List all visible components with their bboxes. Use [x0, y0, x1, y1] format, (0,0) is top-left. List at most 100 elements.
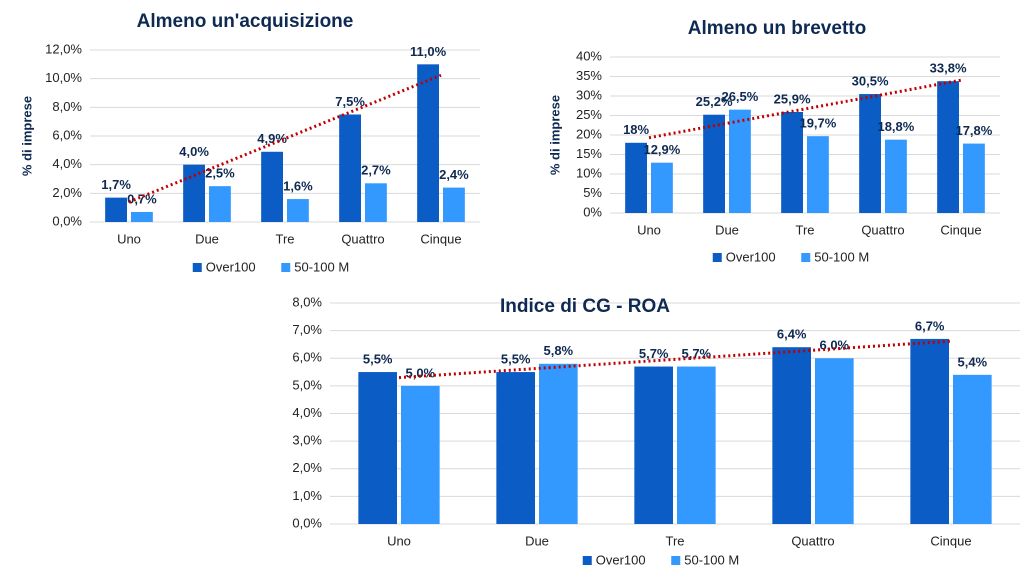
value-label: 5,7% — [639, 346, 669, 361]
x-tick-label: Tre — [275, 231, 294, 246]
y-axis-label: % di imprese — [19, 96, 34, 176]
bar — [287, 199, 309, 222]
bar — [703, 114, 725, 213]
y-tick-label: 0% — [583, 204, 602, 219]
value-label: 4,0% — [179, 144, 209, 159]
value-label: 18,8% — [877, 119, 914, 134]
bar — [885, 139, 907, 213]
bar — [339, 114, 361, 222]
value-label: 2,7% — [361, 163, 391, 178]
bar — [443, 187, 465, 222]
y-tick-label: 4,0% — [52, 156, 82, 171]
value-label: 18% — [623, 122, 649, 137]
value-label: 5,5% — [501, 352, 531, 367]
chart: 0% 5% 10% 15% 20% 25% 30% 35% 40% % di imprese Uno… — [547, 18, 1000, 264]
y-tick-label: 5,0% — [292, 377, 322, 392]
bar — [859, 94, 881, 213]
bar — [496, 372, 535, 524]
trend-line — [128, 73, 442, 204]
value-label: 5,5% — [363, 352, 393, 367]
y-tick-label: 20% — [576, 126, 602, 141]
bar — [651, 162, 673, 213]
y-tick-label: 25% — [576, 107, 602, 122]
x-tick-label: Uno — [387, 533, 411, 548]
y-tick-label: 8,0% — [292, 294, 322, 309]
value-label: 1,7% — [101, 177, 131, 192]
value-label: 33,8% — [930, 61, 967, 76]
bar — [910, 338, 949, 524]
legend-swatch — [192, 263, 202, 272]
bar — [634, 366, 673, 524]
bar — [131, 211, 153, 222]
y-tick-label: 30% — [576, 87, 602, 102]
y-tick-label: 1,0% — [292, 488, 322, 503]
y-tick-label: 5% — [583, 185, 602, 200]
bar — [781, 111, 803, 213]
chart-title: Almeno un brevetto — [688, 18, 866, 39]
value-label: 25,2% — [696, 94, 733, 109]
legend-swatch — [712, 253, 722, 262]
bar — [807, 136, 829, 213]
y-tick-label: 7,0% — [292, 322, 322, 337]
bar — [183, 164, 205, 222]
trend-line — [398, 339, 952, 380]
bar — [937, 81, 959, 214]
legend-label: 50-100 M — [294, 259, 349, 274]
legend-swatch — [671, 556, 681, 565]
value-label: 26,5% — [721, 89, 758, 104]
value-label: 4,9% — [257, 131, 287, 146]
y-tick-label: 10% — [576, 165, 602, 180]
legend-label: Over100 — [596, 552, 646, 567]
legend-swatch — [281, 263, 291, 272]
chart: 0,0% 1,0% 2,0% 3,0% 4,0% 5,0% 6,0% 7,0% 8,0% Uno 5… — [292, 294, 1020, 567]
value-label: 7,5% — [335, 94, 365, 109]
value-label: 2,5% — [205, 166, 235, 181]
bar — [953, 374, 992, 524]
value-label: 5,0% — [405, 365, 435, 380]
x-tick-label: Tre — [795, 222, 814, 237]
x-tick-label: Uno — [637, 222, 661, 237]
y-tick-label: 10,0% — [45, 70, 82, 85]
x-tick-label: Quattro — [341, 231, 384, 246]
x-tick-label: Cinque — [940, 222, 981, 237]
bar — [625, 142, 647, 213]
legend-swatch — [582, 556, 592, 565]
value-label: 17,8% — [955, 123, 992, 138]
value-label: 5,4% — [957, 354, 987, 369]
y-tick-label: 35% — [576, 68, 602, 83]
bar — [417, 64, 439, 222]
y-tick-label: 40% — [576, 48, 602, 63]
legend-label: Over100 — [206, 259, 256, 274]
y-tick-label: 6,0% — [52, 127, 82, 142]
x-tick-label: Uno — [117, 231, 141, 246]
x-tick-label: Due — [525, 533, 549, 548]
x-tick-label: Due — [195, 231, 219, 246]
x-tick-label: Quattro — [861, 222, 904, 237]
bar — [261, 151, 283, 222]
legend-swatch — [801, 253, 811, 262]
y-tick-label: 3,0% — [292, 433, 322, 448]
value-label: 6,4% — [777, 327, 807, 342]
bar — [729, 109, 751, 213]
bar — [365, 183, 387, 222]
legend-label: 50-100 M — [814, 249, 869, 264]
y-tick-label: 12,0% — [45, 41, 82, 56]
bar — [815, 358, 854, 524]
value-label: 30,5% — [852, 73, 889, 88]
value-label: 5,7% — [681, 346, 711, 361]
bar — [539, 363, 578, 524]
y-axis-label: % di imprese — [547, 95, 562, 175]
y-tick-label: 0,0% — [52, 213, 82, 228]
bar — [401, 385, 440, 524]
legend-label: Over100 — [726, 249, 776, 264]
value-label: 6,0% — [819, 338, 849, 353]
value-label: 1,6% — [283, 179, 313, 194]
value-label: 6,7% — [915, 318, 945, 333]
bar — [105, 197, 127, 222]
x-tick-label: Cinque — [420, 231, 461, 246]
chart-title: Almeno un'acquisizione — [137, 11, 354, 32]
x-tick-label: Tre — [665, 533, 684, 548]
x-tick-label: Due — [715, 222, 739, 237]
y-tick-label: 2,0% — [52, 185, 82, 200]
